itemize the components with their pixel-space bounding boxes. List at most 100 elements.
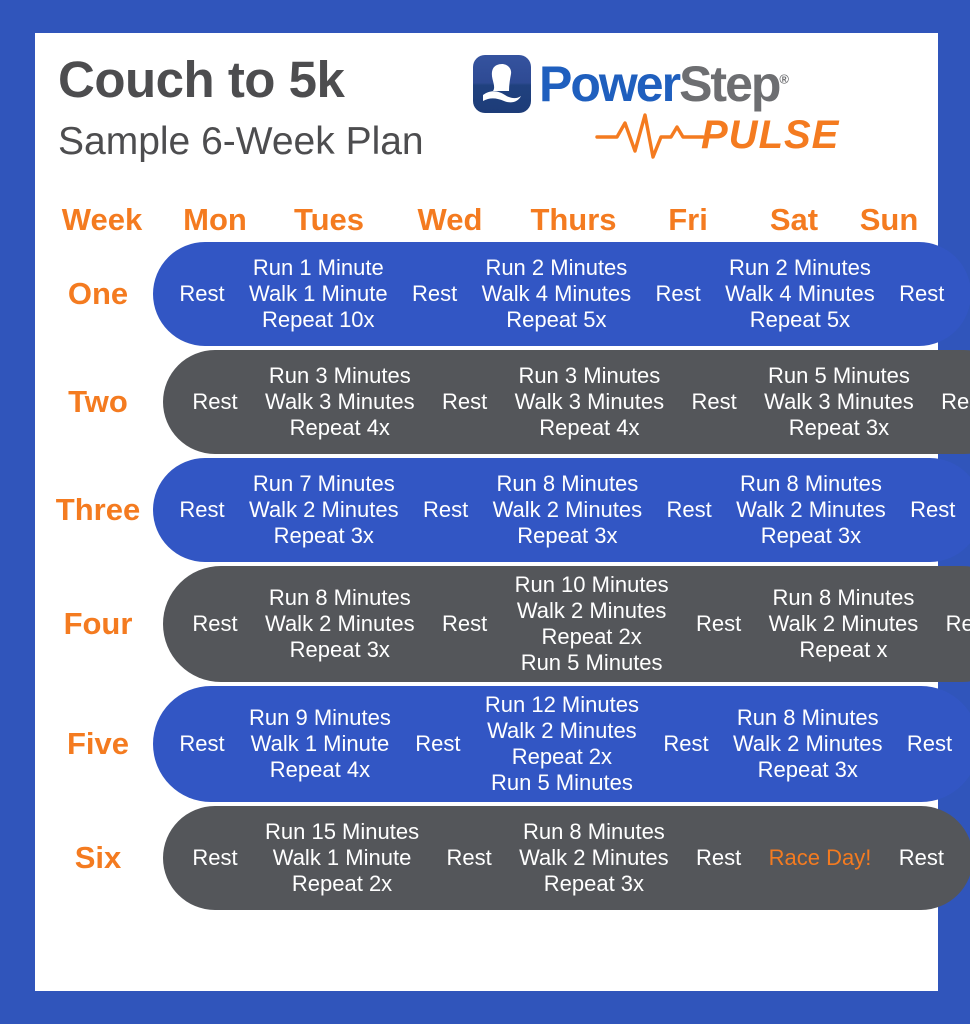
powerstep-pulse-logo: PowerStep® PULSE	[473, 53, 913, 168]
cell-line: Walk 3 Minutes	[265, 389, 415, 415]
week-label: Six	[74, 839, 122, 875]
day-cell-thurs: Run 2 Minutes Walk 4 Minutes Repeat 5x	[480, 255, 634, 333]
week-schedule-pill: Rest Run 1 Minute Walk 1 Minute Repeat 10x R…	[153, 242, 970, 346]
cell-line: Run 2 Minutes	[729, 255, 871, 281]
cell-line: Repeat 5x	[506, 306, 607, 332]
cell-line: Repeat 4x	[269, 756, 371, 782]
page-subtitle: Sample 6-Week Plan	[58, 119, 424, 163]
week-schedule-pill: Rest Run 8 Minutes Walk 2 Minutes Repeat 3x…	[163, 566, 970, 682]
header: Couch to 5k Sample 6-Week Plan PowerStep…	[35, 33, 938, 188]
cell-line: Rest	[945, 610, 970, 636]
logo-word-step: Step	[679, 56, 781, 112]
day-cell-mon: Rest	[157, 731, 247, 757]
cell-line: Rest	[441, 389, 488, 415]
cell-line: Rest	[179, 730, 225, 756]
day-cell-thurs: Run 8 Minutes Walk 2 Minutes Repeat 3x	[491, 471, 645, 549]
cell-line: Run 8 Minutes	[268, 584, 411, 610]
day-cell-tues: Run 3 Minutes Walk 3 Minutes Repeat 4x	[263, 363, 417, 441]
day-cell-wed: Rest	[417, 611, 513, 637]
cell-line: Rest	[441, 610, 488, 636]
week-row: Three Rest Run 7 Minutes Walk 2 Minutes Repe…	[35, 458, 970, 562]
day-cell-wed: Rest	[421, 845, 517, 871]
heartbeat-line-icon	[595, 113, 705, 164]
day-cell-fri: Rest	[644, 497, 734, 523]
day-cell-tues: Run 15 Minutes Walk 1 Minute Repeat 2x	[263, 819, 421, 897]
cell-line: Run 3 Minutes	[518, 363, 661, 389]
day-cell-mon: Rest	[167, 611, 263, 637]
cell-line: Rest	[663, 730, 709, 756]
day-cell-thurs: Run 10 Minutes Walk 2 Minutes Repeat 2x Run…	[513, 572, 671, 676]
day-cell-thurs: Run 8 Minutes Walk 2 Minutes Repeat 3x	[517, 819, 671, 897]
cell-line: Walk 3 Minutes	[764, 389, 914, 415]
cell-line: Walk 4 Minutes	[725, 281, 875, 307]
day-cell-sun: Rest	[888, 497, 970, 523]
cell-line: Walk 2 Minutes	[249, 497, 399, 523]
foot-icon	[473, 55, 531, 113]
cell-line: Rest	[179, 281, 225, 307]
cell-line: Walk 2 Minutes	[265, 610, 415, 636]
cell-line: Rest	[446, 844, 492, 870]
cell-line: Walk 3 Minutes	[514, 389, 665, 415]
cell-line: Run 5 Minutes	[520, 649, 663, 675]
cell-line: Walk 4 Minutes	[481, 281, 632, 307]
day-cell-fri: Rest	[633, 281, 723, 307]
cell-line: Run 9 Minutes	[249, 704, 391, 730]
day-cell-fri: Rest	[666, 389, 762, 415]
week-row: Five Rest Run 9 Minutes Walk 1 Minute Repeat…	[35, 685, 970, 802]
week-label: Two	[68, 384, 128, 419]
day-cell-sun: Rest	[877, 281, 967, 307]
cell-line: Walk 2 Minutes	[519, 844, 669, 870]
cell-line: Repeat 3x	[289, 636, 390, 662]
day-cell-mon: Rest	[157, 497, 247, 523]
logo-wordmark: PowerStep®	[539, 59, 789, 109]
cell-line: Run 12 Minutes	[484, 691, 639, 717]
cell-line: Walk 2 Minutes	[732, 730, 883, 756]
day-cell-fri: Rest	[641, 731, 731, 757]
cell-line: Repeat 2x	[291, 870, 393, 896]
cell-line: Repeat 3x	[757, 756, 858, 782]
week-schedule-pill: Rest Run 15 Minutes Walk 1 Minute Repeat 2x…	[163, 805, 970, 910]
cell-line: Run 8 Minutes	[740, 471, 882, 497]
cell-line: Rest	[941, 389, 970, 415]
cell-line: Rest	[691, 389, 737, 415]
cell-line: Rest	[422, 497, 469, 523]
week-label: Three	[55, 492, 141, 527]
cell-line: Rest	[666, 497, 712, 523]
week-label: Four	[63, 605, 133, 641]
cell-line: Rest	[192, 610, 238, 636]
plan-card: Couch to 5k Sample 6-Week Plan PowerStep…	[35, 33, 970, 991]
column-header-fri: Fri	[668, 202, 708, 237]
cell-line: Repeat x	[799, 636, 888, 662]
cell-line: Repeat 5x	[749, 306, 851, 332]
cell-line: Rest	[910, 497, 956, 523]
week-row: Two Rest Run 3 Minutes Walk 3 Minutes Repeat…	[35, 350, 970, 454]
cell-line: Repeat 3x	[788, 414, 890, 440]
cell-line: Run 10 Minutes	[514, 572, 669, 597]
column-header-tues: Tues	[293, 202, 365, 237]
cell-line: Run 8 Minutes	[736, 704, 879, 730]
cell-line: Rest	[179, 497, 225, 523]
cell-line: Rest	[898, 844, 945, 870]
day-cell-sat: Run 2 Minutes Walk 4 Minutes Repeat 5x	[723, 255, 877, 333]
day-cell-sun: Rest	[885, 731, 970, 757]
cell-line: Run 1 Minute	[252, 255, 384, 281]
day-cell-thurs: Run 3 Minutes Walk 3 Minutes Repeat 4x	[513, 363, 667, 441]
registered-trademark-icon: ®	[779, 71, 790, 87]
cell-line: Walk 1 Minute	[250, 730, 390, 756]
cell-line: Repeat 2x	[541, 623, 642, 649]
logo-word-pulse: PULSE	[701, 113, 840, 157]
week-row: One Rest Run 1 Minute Walk 1 Minute Repeat 1…	[35, 242, 970, 346]
day-cell-fri: Rest	[671, 611, 767, 637]
day-cell-tues: Run 8 Minutes Walk 2 Minutes Repeat 3x	[263, 585, 417, 663]
week-schedule-pill: Rest Run 7 Minutes Walk 2 Minutes Repeat 3x…	[153, 458, 970, 562]
day-cell-sun: Rest	[916, 389, 970, 415]
cell-line: Walk 2 Minutes	[492, 497, 643, 523]
day-cell-mon: Rest	[167, 845, 263, 871]
day-cell-thurs: Run 12 Minutes Walk 2 Minutes Repeat 2x Run…	[483, 692, 641, 796]
title-block: Couch to 5k Sample 6-Week Plan	[58, 53, 424, 163]
cell-line: Run 8 Minutes	[496, 471, 639, 497]
cell-line: Repeat 10x	[262, 306, 375, 332]
day-cell-wed: Rest	[417, 389, 513, 415]
cell-line: Walk 2 Minutes	[487, 717, 637, 743]
table-rows: One Rest Run 1 Minute Walk 1 Minute Repeat 1…	[35, 242, 970, 910]
